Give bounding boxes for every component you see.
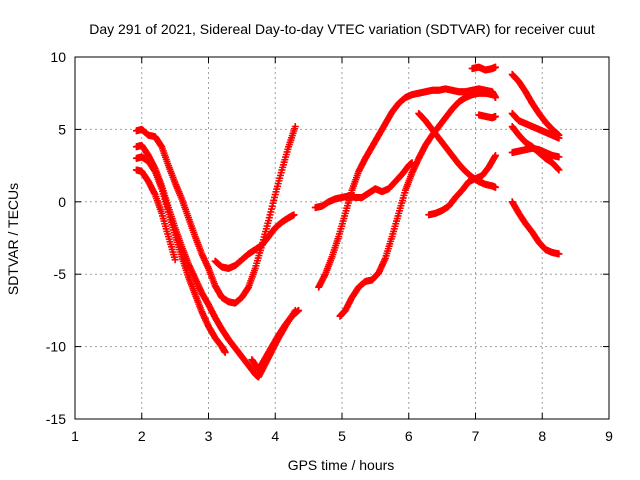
x-tick-label: 1 <box>71 428 79 444</box>
series-track-g <box>311 159 416 212</box>
grid-lines <box>75 57 609 419</box>
data-point <box>492 151 500 159</box>
data-point <box>555 134 563 142</box>
x-axis-label: GPS time / hours <box>288 457 395 473</box>
data-point <box>555 153 563 161</box>
y-tick-label: -10 <box>46 339 66 355</box>
x-tick-label: 7 <box>472 428 480 444</box>
y-axis-label: SDTVAR / TECUs <box>5 183 21 295</box>
series-track-l <box>468 63 500 74</box>
data-point <box>171 256 179 264</box>
data-point <box>295 306 303 314</box>
data-point <box>555 250 563 258</box>
series-track-e <box>211 211 298 272</box>
series-track-r <box>508 198 563 258</box>
series-track-o <box>508 109 563 142</box>
y-tick-label: 10 <box>50 49 66 65</box>
series-track-b <box>132 141 299 381</box>
y-tick-label: -15 <box>46 411 66 427</box>
series-track-q <box>508 144 563 161</box>
x-tick-label: 2 <box>138 428 146 444</box>
y-tick-label: 5 <box>58 121 66 137</box>
series-track-h <box>315 85 500 291</box>
data-points <box>132 63 563 381</box>
series-track-j <box>415 109 500 191</box>
data-point <box>290 211 298 219</box>
data-point <box>492 112 500 120</box>
data-point <box>221 348 229 356</box>
data-point <box>291 123 299 131</box>
axis-ticks: 1 2 3 4 5 6 7 8 9 -15 -10 -5 0 5 10 <box>46 49 613 444</box>
series-track-k <box>425 151 500 219</box>
data-point <box>488 91 496 99</box>
series-track-f <box>248 306 303 374</box>
series-track-m <box>475 111 500 122</box>
data-point <box>555 166 563 174</box>
data-point <box>492 183 500 191</box>
x-tick-label: 3 <box>205 428 213 444</box>
x-tick-label: 5 <box>338 428 346 444</box>
x-tick-label: 9 <box>605 428 613 444</box>
series-track-d <box>132 166 179 264</box>
x-tick-label: 8 <box>538 428 546 444</box>
x-tick-label: 6 <box>405 428 413 444</box>
y-tick-label: -5 <box>54 266 67 282</box>
x-tick-label: 4 <box>271 428 279 444</box>
series-track-c <box>132 153 229 356</box>
chart-title: Day 291 of 2021, Sidereal Day-to-day VTE… <box>89 21 595 37</box>
y-tick-label: 0 <box>58 194 66 210</box>
series-track-a <box>132 123 299 307</box>
series-track-i <box>336 89 496 320</box>
data-point <box>492 63 500 71</box>
